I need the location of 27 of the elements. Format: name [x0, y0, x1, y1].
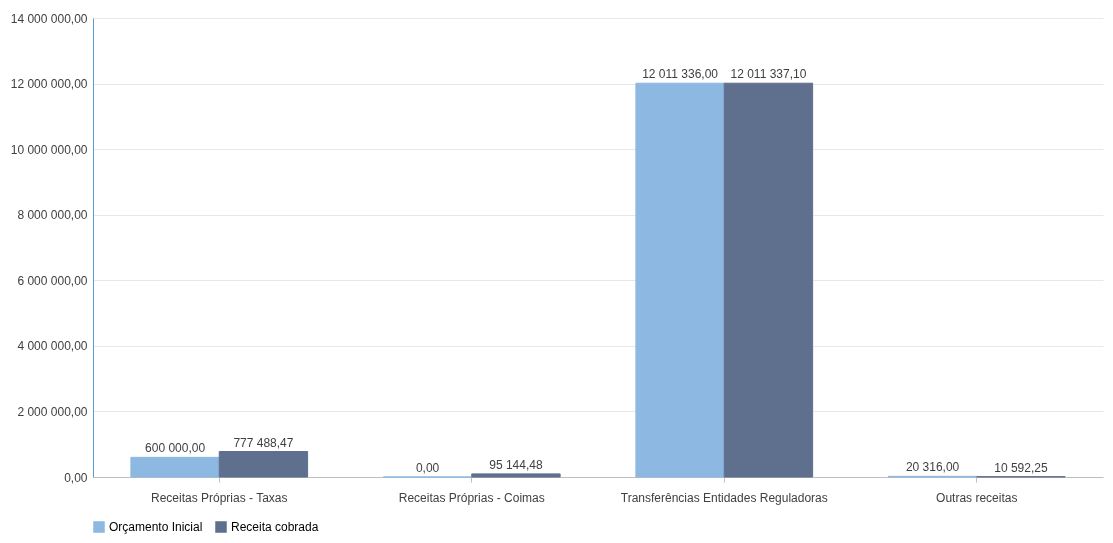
bar — [218, 451, 309, 478]
y-tick-label: 6 000 000,00 — [17, 273, 88, 288]
data-label: 10 592,25 — [994, 460, 1048, 475]
x-tick-label: Transferências Entidades Reguladoras — [620, 490, 828, 505]
data-label: 12 011 336,00 — [642, 67, 719, 82]
bar — [130, 456, 220, 478]
y-tick-label: 8 000 000,00 — [17, 208, 88, 223]
x-tick-label: Receitas Próprias - Taxas — [151, 490, 288, 505]
y-tick-label: 2 000 000,00 — [17, 404, 88, 419]
bar — [723, 82, 814, 478]
data-label: 0,00 — [415, 461, 440, 475]
x-tick-label: Receitas Próprias - Coimas — [398, 490, 545, 505]
y-tick-label: 0,00 — [64, 470, 88, 485]
data-label: 600 000,00 — [145, 441, 206, 456]
y-tick-label: 14 000 000,00 — [10, 11, 88, 26]
bar — [471, 473, 561, 478]
y-tick-label: 10 000 000,00 — [10, 142, 88, 157]
data-label: 95 144,48 — [489, 457, 543, 472]
data-label: 20 316,00 — [905, 460, 960, 475]
legend-label: Orçamento Inicial — [109, 520, 203, 534]
data-label: 12 011 337,10 — [730, 67, 807, 82]
x-tick-label: Outras receitas — [936, 490, 1018, 505]
y-tick-label: 4 000 000,00 — [17, 339, 88, 354]
legend-label: Receita cobrada — [231, 520, 319, 534]
data-label: 777 488,47 — [233, 435, 294, 450]
bar — [635, 82, 725, 478]
y-tick-label: 12 000 000,00 — [10, 77, 88, 92]
